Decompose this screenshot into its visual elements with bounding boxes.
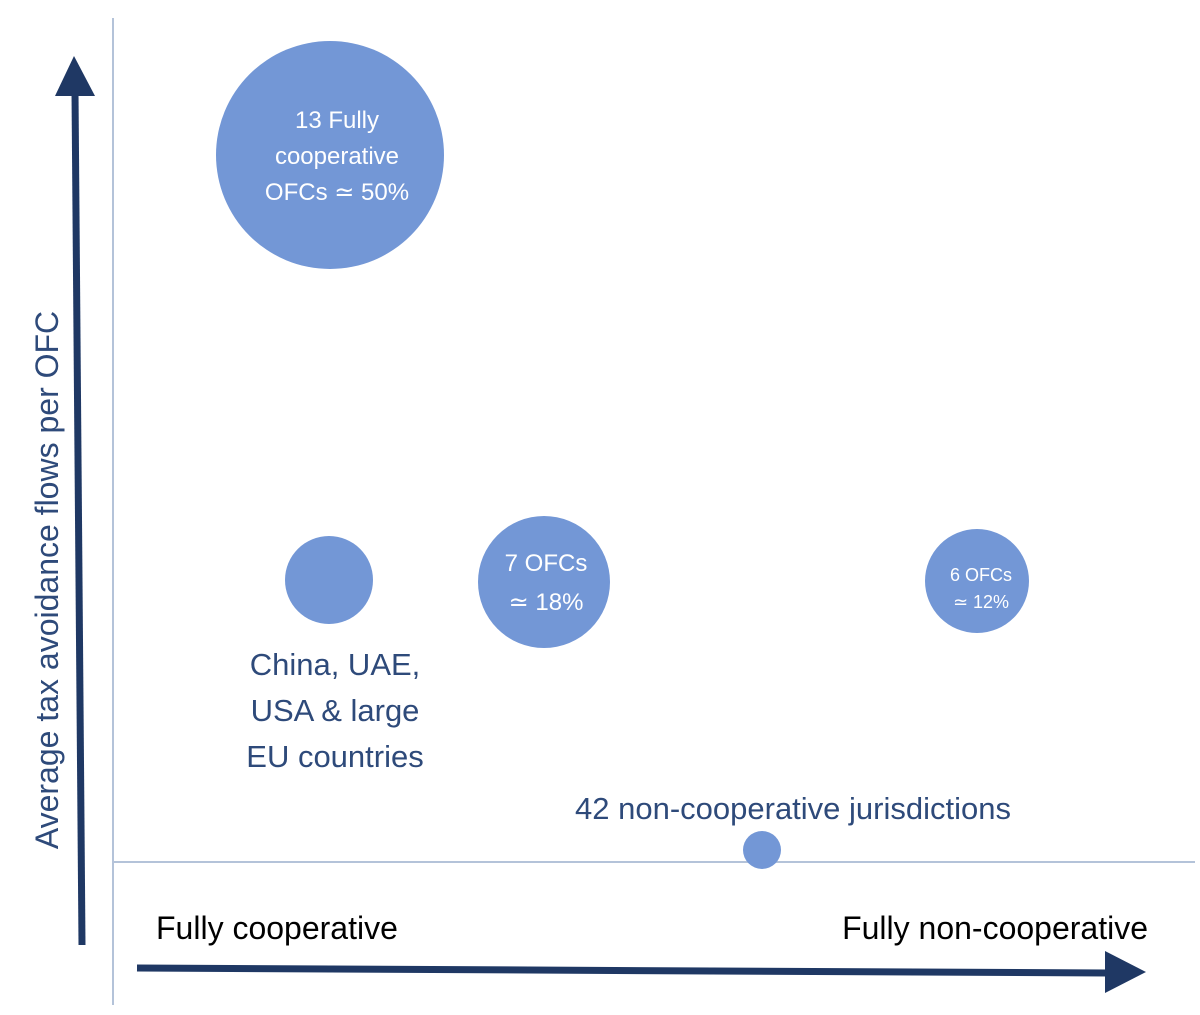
y-axis-label: Average tax avoidance flows per OFC (29, 311, 65, 849)
large-countries-caption-line-3: EU countries (246, 739, 423, 774)
x-axis-left-label: Fully cooperative (156, 910, 398, 946)
large-countries-caption-line-2: USA & large (251, 693, 420, 728)
non-cooperative-caption: 42 non-cooperative jurisdictions (575, 791, 1011, 826)
bubble-fully-cooperative-line-3: OFCs ≃ 50% (265, 179, 409, 206)
bubble-six-ofcs-line-2: ≃ 12% (953, 592, 1009, 612)
bubble-six-ofcs-line-1: 6 OFCs (950, 565, 1012, 585)
bubble-six-ofcs: 6 OFCs ≃ 12% (925, 529, 1029, 633)
bubble-seven-ofcs: 7 OFCs ≃ 18% (478, 516, 610, 648)
y-axis-arrow (55, 56, 95, 946)
bubble-fully-cooperative-line-1: 13 Fully (295, 107, 379, 134)
bubble-non-cooperative: 42 non-cooperative jurisdictions (575, 791, 1011, 869)
bubble-seven-ofcs-line-1: 7 OFCs (505, 550, 588, 577)
large-countries-caption-line-1: China, UAE, (250, 647, 421, 682)
bubble-seven-ofcs-line-2: ≃ 18% (509, 589, 584, 616)
x-axis-right-label: Fully non-cooperative (842, 910, 1148, 946)
bubble-large-countries: China, UAE, USA & large EU countries (246, 536, 424, 774)
bubble-fully-cooperative-ofcs: 13 Fully cooperative OFCs ≃ 50% (216, 41, 444, 269)
x-axis-arrow (136, 951, 1146, 993)
bubble-fully-cooperative-line-2: cooperative (275, 143, 399, 170)
